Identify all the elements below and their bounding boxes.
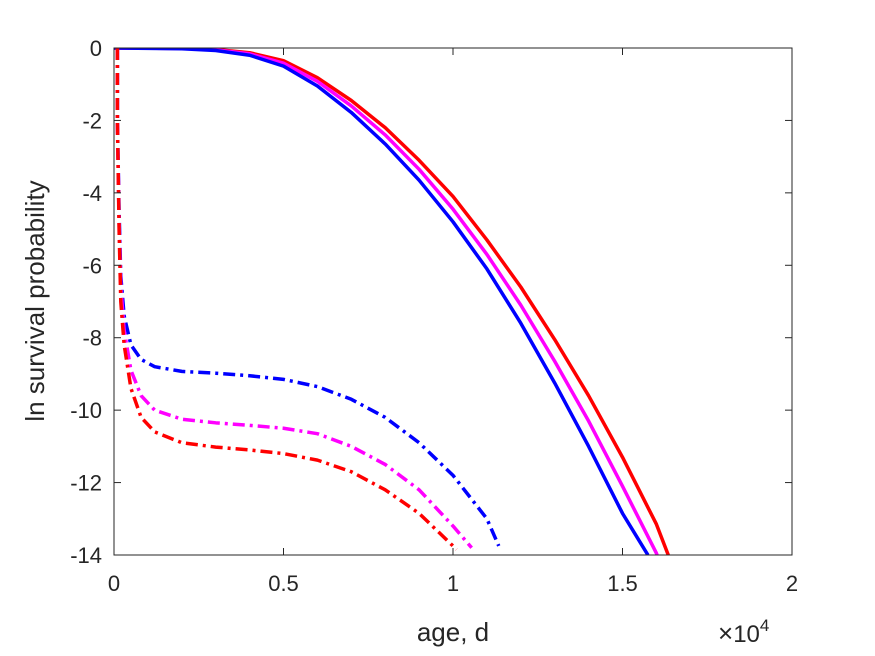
y-tick-label: -2 [82,108,102,133]
x-exponent-base: 10 [733,621,760,648]
y-tick-label: -10 [70,398,102,423]
x-axis-label: age, d [417,617,489,647]
x-exponent-label: ×104 [718,616,769,648]
x-tick-label: 0.5 [268,571,299,596]
plot-background [114,48,792,555]
series-line-3 [114,48,650,555]
x-exponent-prefix: × [718,618,733,648]
y-tick-label: -4 [82,181,102,206]
x-tick-label: 1 [447,571,459,596]
y-tick-label: -6 [82,253,102,278]
y-tick-label: -12 [70,471,102,496]
y-tick-label: -8 [82,326,102,351]
y-tick-label: -14 [70,543,102,568]
ticks-layer: 0 0.5 1 1.5 2 0 -2 -4 -6 -8 -10 -12 -14 [70,36,798,596]
x-tick-label: 2 [786,571,798,596]
y-tick-label: 0 [90,36,102,61]
y-axis-label: ln survival probability [20,180,50,421]
x-tick-label: 1.5 [607,571,638,596]
series-layer [114,48,670,555]
x-tick-label: 0 [108,571,120,596]
x-exponent-power: 4 [760,616,769,635]
